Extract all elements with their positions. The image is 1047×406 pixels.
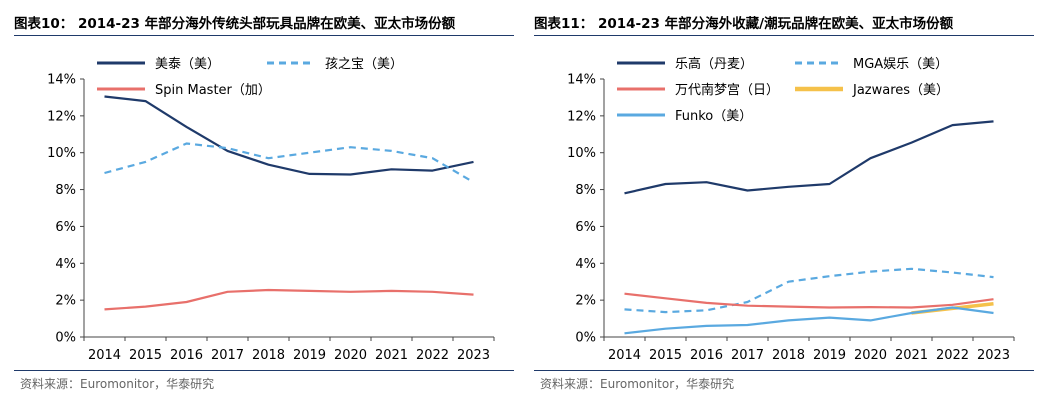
series-line [104, 142, 475, 184]
x-tick-label: 2014 [608, 348, 641, 363]
y-tick-label: 10% [567, 146, 596, 161]
x-tick-label: 2019 [813, 348, 846, 363]
source-divider [534, 370, 1034, 371]
legend-label: Jazwares（美） [852, 83, 949, 98]
y-tick-label: 12% [567, 109, 596, 124]
series-line [624, 120, 994, 195]
legend-label: 万代南梦宫（日） [675, 82, 779, 98]
series-line [624, 306, 994, 335]
x-tick-label: 2014 [88, 348, 121, 363]
legend-label: 乐高（丹麦） [675, 56, 753, 72]
chart-title: 图表10： 2014-23 年部分海外传统头部玩具品牌在欧美、亚太市场份额 [14, 16, 456, 32]
x-tick-label: 2023 [977, 348, 1010, 363]
source-note: 资料来源：Euromonitor，华泰研究 [540, 377, 735, 391]
y-tick-label: 0% [575, 331, 596, 346]
y-tick-label: 2% [55, 294, 76, 309]
y-tick-label: 2% [575, 294, 596, 309]
chart-title: 图表11： 2014-23 年部分海外收藏/潮玩品牌在欧美、亚太市场份额 [534, 16, 954, 32]
title-divider [534, 35, 1034, 36]
y-tick-label: 14% [567, 73, 596, 88]
x-tick-label: 2017 [211, 348, 244, 363]
y-tick-label: 6% [55, 220, 76, 235]
legend-label: 美泰（美） [155, 57, 220, 72]
x-tick-label: 2018 [252, 348, 285, 363]
line-chart: 0% 2% 4% 6% 8% 10% 12% 14% 2014 2015 2016 2017 2018 2… [567, 56, 1015, 363]
y-tick-label: 10% [47, 146, 76, 161]
y-tick-label: 8% [55, 183, 76, 198]
legend-label: MGA娱乐（美） [853, 57, 948, 72]
y-tick-label: 4% [55, 257, 76, 272]
legend-label: Funko（美） [675, 109, 752, 124]
x-tick-label: 2020 [334, 348, 367, 363]
x-tick-label: 2018 [772, 348, 805, 363]
x-tick-label: 2023 [457, 348, 490, 363]
x-tick-label: 2015 [129, 348, 162, 363]
y-tick-label: 8% [575, 183, 596, 198]
x-tick-label: 2019 [293, 348, 326, 363]
x-tick-label: 2022 [416, 348, 449, 363]
y-tick-label: 12% [47, 109, 76, 124]
x-tick-label: 2022 [936, 348, 969, 363]
chart-panel-left: 图表10： 2014-23 年部分海外传统头部玩具品牌在欧美、亚太市场份额 0%… [14, 0, 519, 406]
x-tick-label: 2021 [375, 348, 408, 363]
legend-label: 孩之宝（美） [325, 57, 403, 72]
x-tick-label: 2021 [895, 348, 928, 363]
series-line [624, 267, 994, 314]
series-line [104, 95, 474, 176]
y-tick-label: 14% [47, 73, 76, 88]
series-line [624, 292, 994, 309]
legend-label: Spin Master（加） [155, 83, 271, 98]
x-tick-label: 2015 [649, 348, 682, 363]
source-divider [14, 370, 514, 371]
line-chart: 0% 2% 4% 6% 8% 10% 12% 14% 2014 2015 2016 2017 2018 2… [47, 57, 495, 363]
x-tick-label: 2017 [731, 348, 764, 363]
x-tick-label: 2020 [854, 348, 887, 363]
x-tick-label: 2016 [690, 348, 723, 363]
series-line [104, 288, 474, 311]
title-divider [14, 35, 514, 36]
source-note: 资料来源：Euromonitor，华泰研究 [20, 377, 215, 391]
y-tick-label: 0% [55, 331, 76, 346]
x-tick-label: 2016 [170, 348, 203, 363]
y-tick-label: 6% [575, 220, 596, 235]
chart-panel-right: 图表11： 2014-23 年部分海外收藏/潮玩品牌在欧美、亚太市场份额 0% 2… [534, 0, 1039, 406]
y-tick-label: 4% [575, 257, 596, 272]
